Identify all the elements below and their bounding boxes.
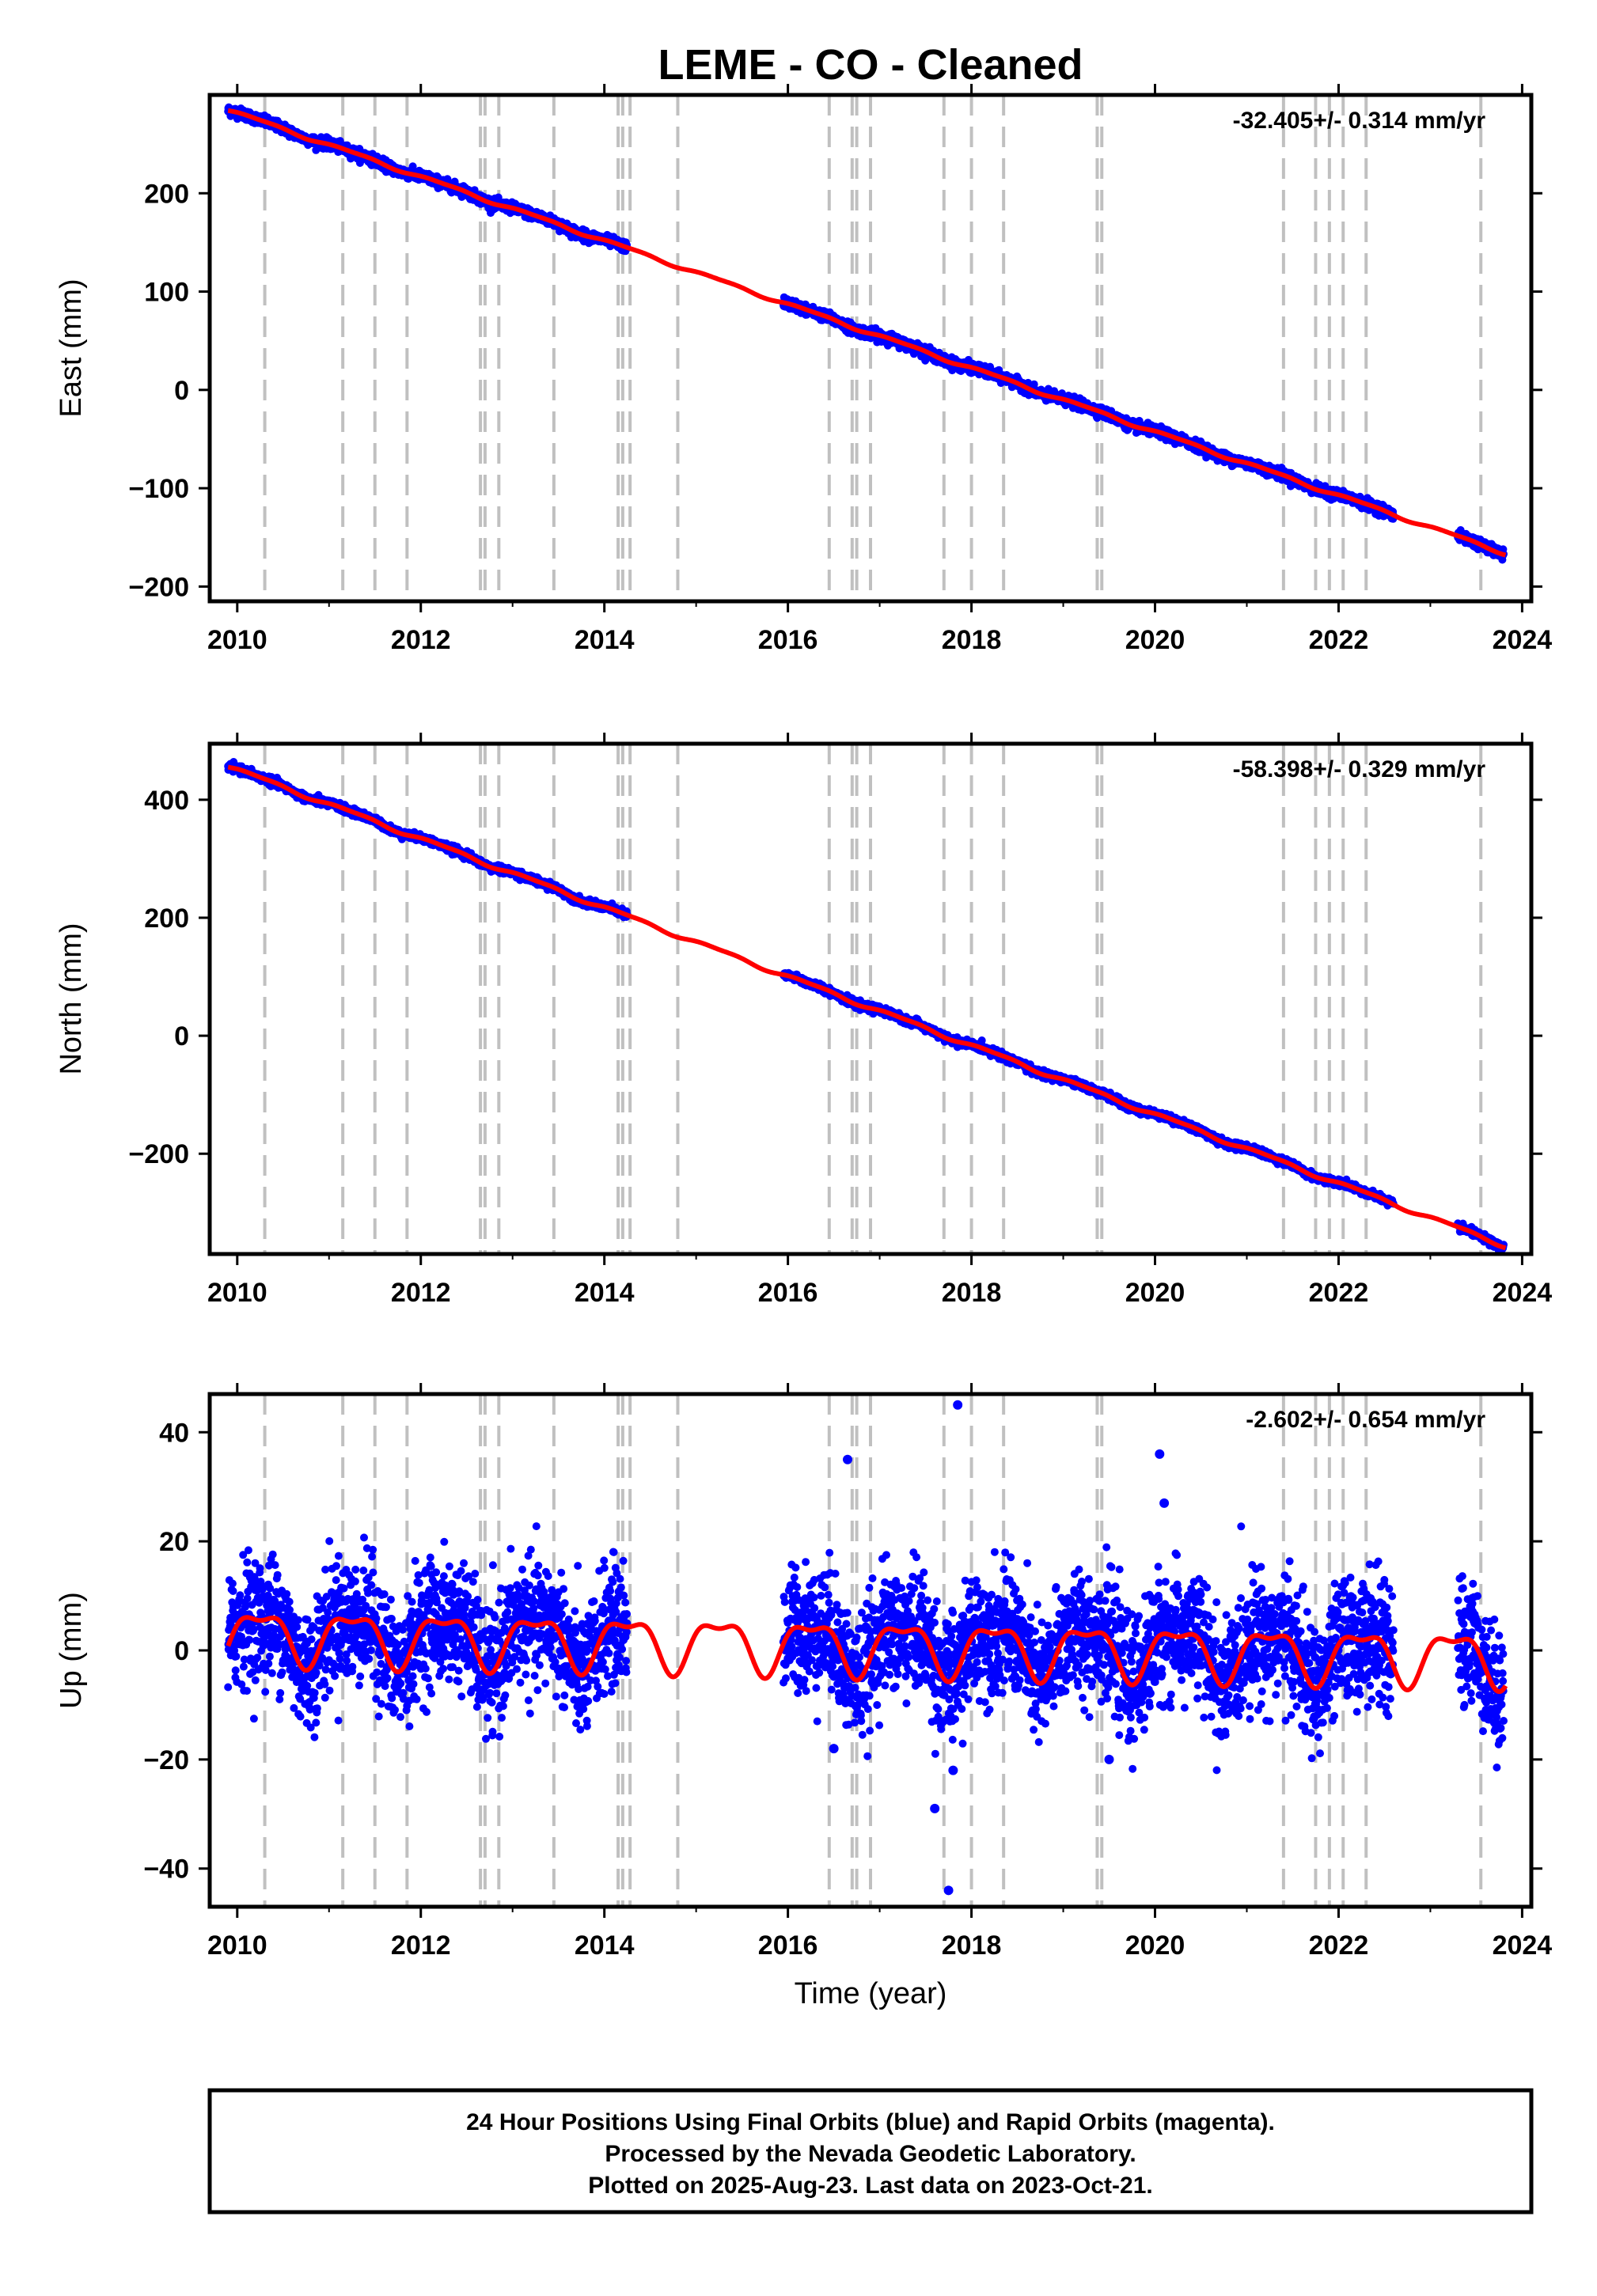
x-tick-label: 2016 — [758, 625, 818, 655]
y-tick-label: 200 — [144, 179, 189, 209]
x-tick-label: 2022 — [1309, 625, 1369, 655]
x-tick-label: 2012 — [391, 625, 451, 655]
x-tick-label: 2024 — [1493, 625, 1553, 655]
y-tick-label: 0 — [174, 376, 189, 406]
figure-title: LEME - CO - Cleaned — [658, 41, 1083, 89]
y-axis-title: East (mm) — [55, 278, 88, 417]
y-tick-label: −100 — [128, 474, 189, 504]
rate-label: -32.405+/- 0.314 mm/yr — [1233, 108, 1486, 134]
x-tick-label: 2014 — [575, 625, 635, 655]
x-tick-label: 2018 — [942, 625, 1002, 655]
y-tick-label: 100 — [144, 278, 189, 308]
east-panel: 2010 2012 2014 2016 2018 2020 2022 2024 −200 −100… — [55, 84, 1552, 655]
x-tick-label: 2020 — [1125, 625, 1185, 655]
y-tick-label: −200 — [128, 572, 189, 602]
x-tick-label: 2010 — [207, 625, 267, 655]
